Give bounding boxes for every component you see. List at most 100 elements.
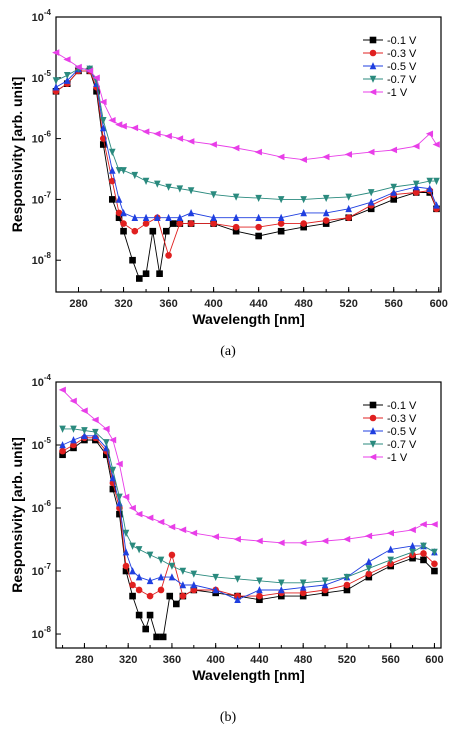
chart-b-data-point [321, 581, 329, 589]
chart-b-data-point [212, 586, 219, 594]
chart-a-x-tick-label: 480 [294, 298, 312, 310]
chart-b-x-tick-label: 480 [294, 654, 312, 666]
chart-b-data-point [142, 625, 149, 633]
chart-a-y-tick-label: 10-5 [32, 69, 52, 85]
chart-b-data-point [168, 562, 176, 570]
chart-a-data-point [345, 204, 352, 213]
chart-a-data-point [142, 270, 150, 277]
chart-a-data-point [119, 122, 127, 130]
chart-b-data-point [129, 581, 136, 589]
chart-b-data-point [173, 600, 180, 608]
chart-a-data-point [344, 151, 352, 158]
chart-a-series-line [55, 70, 437, 257]
chart-b-data-point [256, 577, 263, 585]
chart-b-data-point [146, 514, 154, 522]
chart-b-data-point [189, 529, 198, 537]
chart-a-data-point [300, 220, 307, 227]
chart-b-y-tick-label: 10-7 [32, 562, 52, 578]
chart-b-x-axis-title: Wavelength [nm] [192, 667, 304, 683]
chart-b-legend-label: -0.3 V [387, 413, 417, 425]
chart-a-y-axis-title: Responsivity [arb. unit] [9, 77, 25, 233]
chart-b-data-point [168, 551, 176, 559]
chart-a-legend-label: -1 V [387, 87, 408, 99]
chart-b-data-point [122, 548, 130, 556]
chart-b-x-tick-label: 360 [163, 654, 181, 666]
chart-a-data-point [136, 275, 143, 282]
chart-a-y-tick-label: 10-6 [32, 130, 52, 146]
chart-a-legend-label: -0.3 V [387, 48, 417, 60]
chart-a-data-point [299, 156, 307, 163]
chart-b-data-point [430, 521, 438, 528]
chart-a-data-point [120, 208, 127, 217]
chart-a-data-point [115, 195, 123, 203]
chart-a-data-point [232, 213, 240, 222]
chart-b-data-point [115, 460, 123, 468]
chart-b-data-point [365, 570, 373, 578]
chart-a-x-tick-label: 400 [204, 298, 222, 310]
chart-b-data-point [58, 386, 66, 394]
chart-a-x-tick-label: 440 [249, 298, 267, 310]
chart-a-data-point [254, 148, 262, 156]
chart-b-data-point [122, 529, 130, 537]
chart-b-data-point [190, 570, 198, 578]
chart-b-data-point [135, 586, 143, 594]
chart-a-data-point [389, 146, 398, 154]
chart-a-data-point [92, 74, 100, 82]
chart-a: 280 320 360 400 440 480 520 560 600 10-8 10-7 10-6 1… [9, 8, 448, 359]
chart-a-data-point [300, 196, 307, 204]
chart-b-data-point [128, 504, 136, 512]
chart-a-data-point [426, 177, 434, 186]
chart-b-legend-marker [369, 414, 377, 422]
chart-a-data-point [187, 138, 195, 145]
chart-b-data-point [135, 510, 143, 518]
chart-b-data-point [102, 425, 110, 433]
chart-a-data-point [165, 252, 172, 259]
chart-b-data-point [81, 431, 88, 440]
chart-a-data-point [367, 205, 375, 213]
chart-a-data-point [322, 217, 330, 224]
chart-b-legend-label: -0.1 V [387, 400, 417, 412]
chart-a-data-point [425, 130, 434, 138]
chart-a-data-point [130, 124, 139, 132]
chart-b-data-point [103, 439, 110, 447]
chart-a-data-point [154, 213, 161, 222]
chart-b-data-point [190, 581, 198, 589]
chart-b-data-point [80, 407, 88, 415]
chart-b-legend-label: -0.5 V [387, 426, 417, 438]
chart-a-data-point [390, 188, 398, 196]
chart-b-legend-marker [369, 427, 377, 435]
chart-a-series-line [55, 68, 437, 219]
chart-b-data-point [299, 589, 307, 597]
chart-b-legend-label: -0.7 V [387, 439, 417, 451]
chart-a-data-point [187, 187, 195, 195]
chart-a-series-4 [52, 49, 440, 163]
chart-a-y-tick-label: 10-4 [32, 8, 52, 24]
chart-b-data-point [69, 397, 77, 405]
chart-a-legend-marker [369, 36, 377, 44]
chart-b-data-point [386, 529, 394, 537]
chart-b-data-point [135, 546, 143, 554]
chart-a-legend-label: -0.7 V [387, 74, 417, 86]
chart-a-data-point [99, 98, 107, 106]
chart-b-data-point [255, 537, 263, 545]
chart-b-data-point [129, 542, 136, 550]
chart-b-data-point [211, 533, 219, 541]
chart-a-legend-marker [369, 88, 377, 96]
chart-b-data-point [364, 532, 373, 540]
chart-b-data-point [157, 556, 165, 564]
chart-a-y-tick-label: 10-7 [32, 190, 52, 206]
chart-a-data-point [99, 141, 107, 148]
chart-b-data-point [256, 586, 263, 594]
chart-b-x-tick-label: 440 [250, 654, 268, 666]
chart-a-data-point [142, 213, 150, 222]
chart-a-data-point [115, 167, 123, 175]
chart-a-data-point [176, 185, 184, 193]
chart-b-data-point [159, 633, 167, 641]
chart-b-data-point [108, 436, 117, 444]
chart-b-data-point [420, 542, 427, 550]
chart-a-data-point [165, 183, 172, 191]
chart-b-data-point [409, 548, 416, 556]
chart-a-data-point [367, 148, 375, 156]
chart-b-data-point [81, 427, 88, 435]
chart-a-x-tick-label: 320 [114, 298, 132, 310]
